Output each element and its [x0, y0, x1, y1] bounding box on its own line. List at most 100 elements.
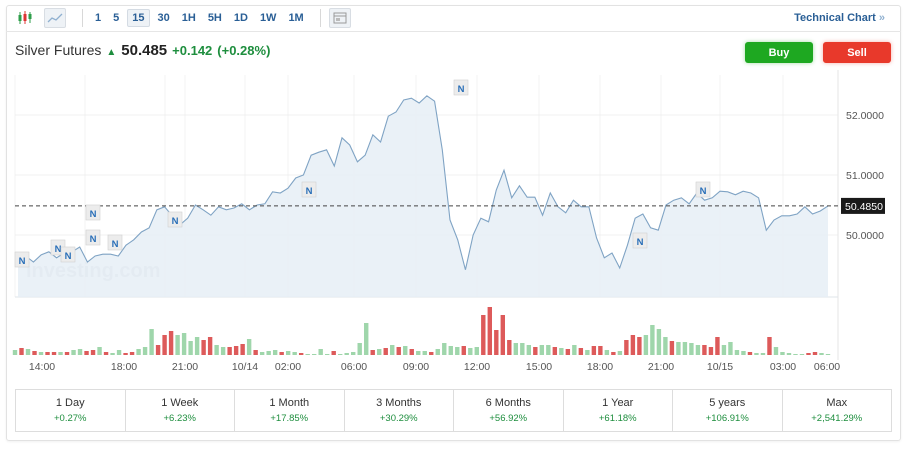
- buy-button[interactable]: Buy: [745, 42, 813, 63]
- volume-bar: [656, 329, 662, 355]
- period-change: +61.18%: [598, 413, 637, 424]
- news-marker[interactable]: N: [453, 79, 469, 96]
- price-chart[interactable]: investing.com50.485052.000051.000050.000…: [0, 70, 910, 380]
- volume-bar: [233, 346, 239, 355]
- period-change: +17.85%: [270, 413, 309, 424]
- chevron-right-icon: »: [878, 12, 885, 24]
- volume-bar: [390, 345, 395, 355]
- volume-bar: [25, 349, 31, 355]
- period-label: Max: [826, 397, 848, 409]
- news-marker[interactable]: N: [85, 229, 101, 246]
- performance-cell[interactable]: 6 Months +56.92%: [454, 390, 564, 431]
- volume-bar: [207, 337, 213, 355]
- performance-cell[interactable]: 1 Month +17.85%: [235, 390, 345, 431]
- interval-1d[interactable]: 1D: [233, 12, 248, 24]
- news-marker[interactable]: N: [632, 232, 648, 249]
- performance-cell[interactable]: 5 years +106.91%: [673, 390, 783, 431]
- performance-cell[interactable]: 1 Year +61.18%: [564, 390, 673, 431]
- technical-chart-link[interactable]: Technical Chart »: [794, 12, 885, 24]
- news-marker[interactable]: N: [85, 204, 101, 221]
- news-icon: N: [90, 234, 97, 245]
- volume-bar: [650, 325, 655, 355]
- news-marker[interactable]: N: [60, 246, 76, 263]
- volume-bar: [754, 353, 759, 355]
- interval-5[interactable]: 5: [113, 12, 120, 24]
- volume-bar: [64, 352, 70, 355]
- volume-bar: [162, 335, 167, 355]
- volume-bar: [136, 349, 141, 355]
- volume-bar: [760, 353, 766, 355]
- news-marker[interactable]: N: [301, 181, 317, 198]
- layout-icon[interactable]: [328, 8, 351, 28]
- interval-group: 1 5 15 30 1H 5H 1D 1W 1M: [91, 9, 312, 27]
- volume-bar: [741, 351, 746, 355]
- volume-bar: [494, 330, 499, 355]
- x-tick-label: 02:00: [275, 361, 301, 373]
- volume-bar: [168, 331, 174, 355]
- interval-1m[interactable]: 1M: [288, 12, 304, 24]
- news-icon: N: [306, 186, 313, 197]
- volume-bar: [520, 343, 525, 355]
- volume-bar: [487, 307, 492, 355]
- interval-1w[interactable]: 1W: [259, 12, 277, 24]
- volume-bar: [715, 337, 720, 355]
- volume-bar: [721, 345, 727, 355]
- news-marker[interactable]: N: [14, 251, 30, 268]
- news-marker[interactable]: N: [167, 211, 183, 228]
- news-marker[interactable]: N: [107, 234, 123, 251]
- volume-bar: [513, 343, 519, 355]
- period-label: 1 Week: [161, 397, 199, 409]
- news-icon: N: [65, 251, 72, 262]
- volume-bar: [728, 342, 733, 355]
- volume-bar: [259, 352, 265, 355]
- interval-1[interactable]: 1: [95, 12, 102, 24]
- news-marker-box: [301, 181, 317, 198]
- volume-bar: [552, 347, 558, 355]
- volume-bar: [474, 347, 479, 355]
- period-label: 6 Months: [485, 397, 531, 409]
- volume-bar: [780, 352, 785, 355]
- volume-bar: [357, 343, 362, 355]
- x-tick-label: 06:00: [814, 361, 840, 373]
- y-tick-label: 52.0000: [846, 110, 884, 122]
- performance-cell[interactable]: 1 Week +6.23%: [126, 390, 235, 431]
- news-icon: N: [172, 216, 179, 227]
- volume-bar: [572, 345, 577, 355]
- sell-button[interactable]: Sell: [823, 42, 891, 63]
- interval-1h[interactable]: 1H: [181, 12, 196, 24]
- volume-bar: [767, 337, 772, 355]
- volume-bar: [311, 354, 317, 355]
- volume-bar: [351, 352, 356, 355]
- interval-30[interactable]: 30: [157, 12, 170, 24]
- volume-bar: [97, 347, 102, 355]
- toolbar-divider: [319, 9, 321, 27]
- news-marker[interactable]: N: [695, 181, 711, 198]
- area-chart-icon[interactable]: [44, 8, 66, 28]
- volume-bar: [188, 341, 193, 355]
- volume-bar: [578, 348, 584, 355]
- news-marker-box: [632, 232, 648, 249]
- volume-bar: [429, 352, 434, 355]
- candlestick-icon[interactable]: [14, 8, 36, 28]
- performance-cell[interactable]: 1 Day +0.27%: [16, 390, 126, 431]
- performance-cell[interactable]: 3 Months +30.29%: [345, 390, 454, 431]
- volume-bar: [481, 315, 486, 355]
- volume-bar: [149, 329, 154, 355]
- chart-toolbar: 1 5 15 30 1H 5H 1D 1W 1M Technical Chart »: [6, 5, 901, 32]
- toolbar-divider: [82, 9, 83, 27]
- volume-bar: [324, 354, 330, 355]
- volume-bar: [624, 340, 629, 355]
- volume-bar: [825, 354, 831, 355]
- volume-bar: [116, 350, 122, 355]
- volume-bar: [682, 342, 688, 355]
- x-tick-label: 06:00: [341, 361, 367, 373]
- interval-5h[interactable]: 5H: [207, 12, 222, 24]
- volume-bar: [468, 348, 473, 355]
- performance-cell[interactable]: Max +2,541.29%: [783, 390, 892, 431]
- up-arrow-icon: ▲: [106, 47, 117, 58]
- volume-bar: [591, 346, 597, 355]
- volume-bar: [12, 350, 18, 355]
- volume-bar: [643, 335, 649, 355]
- news-marker-box: [85, 204, 101, 221]
- interval-15[interactable]: 15: [127, 9, 150, 27]
